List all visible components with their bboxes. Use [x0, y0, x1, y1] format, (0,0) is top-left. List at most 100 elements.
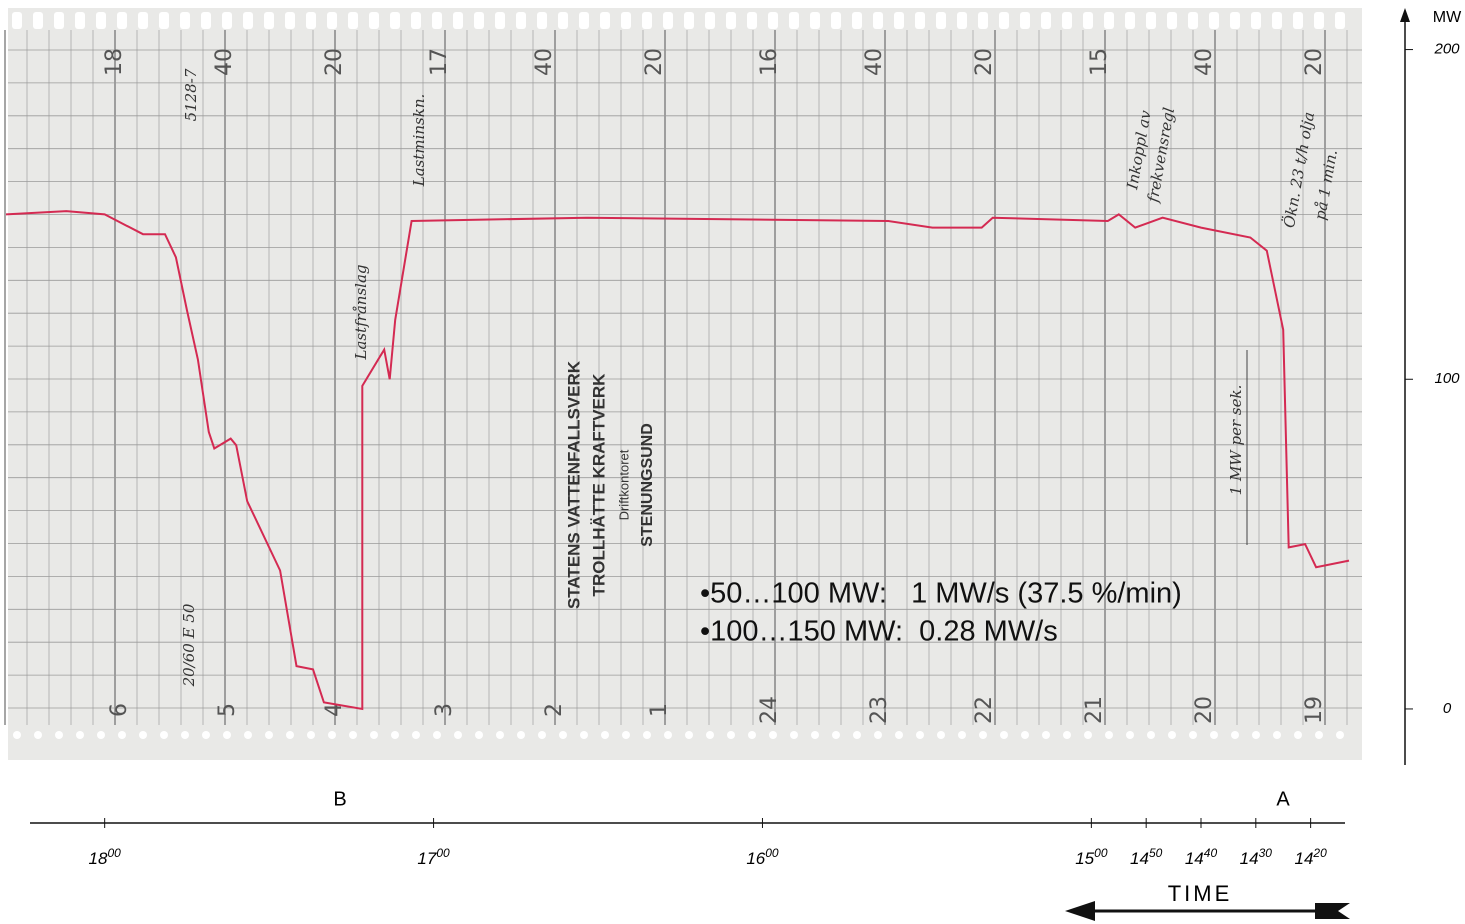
- y-tick-label: 0: [1443, 700, 1452, 717]
- annotation: 1 MW per sek.: [1227, 385, 1245, 496]
- sprocket-hole: [412, 731, 420, 739]
- paper-label: 22: [972, 696, 997, 724]
- sprocket-hole: [684, 12, 694, 29]
- sprocket-hole: [853, 731, 861, 739]
- y-tick-label: 200: [1433, 41, 1460, 58]
- annotation: Lastminskn.: [410, 94, 428, 188]
- x-tick-label: 1800: [89, 846, 122, 868]
- paper-label: 21: [1082, 696, 1107, 724]
- paper-label: 6: [107, 703, 132, 717]
- sprocket-hole: [1314, 12, 1324, 29]
- sprocket-hole: [1083, 12, 1093, 29]
- sprocket-hole: [768, 12, 778, 29]
- sprocket-hole: [832, 731, 840, 739]
- sprocket-hole: [916, 731, 924, 739]
- sprocket-hole: [958, 731, 966, 739]
- sprocket-hole: [1167, 12, 1177, 29]
- annotation: 20/60 E 50: [180, 603, 198, 687]
- sprocket-hole: [286, 731, 294, 739]
- time-arrow-tail: [1315, 903, 1350, 919]
- sprocket-hole: [307, 731, 315, 739]
- sprocket-hole: [726, 12, 736, 29]
- sprocket-hole: [1021, 731, 1029, 739]
- sprocket-hole: [1189, 731, 1197, 739]
- sprocket-hole: [1273, 731, 1281, 739]
- sprocket-hole: [1146, 12, 1156, 29]
- sprocket-hole: [810, 12, 820, 29]
- sprocket-hole: [789, 12, 799, 29]
- x-axis-label: TIME: [1168, 881, 1233, 906]
- sprocket-hole: [76, 731, 84, 739]
- sprocket-hole: [999, 12, 1009, 29]
- sprocket-hole: [118, 731, 126, 739]
- chart: MW TIME 18402017402016402015402065432124…: [0, 0, 1465, 924]
- paper-label: 5: [215, 703, 240, 717]
- sprocket-hole: [1104, 12, 1114, 29]
- stamp-text: TROLLHÄTTE KRAFTVERK: [589, 373, 608, 597]
- sprocket-hole: [1230, 12, 1240, 29]
- sprocket-hole: [873, 12, 883, 29]
- sprocket-hole: [391, 731, 399, 739]
- sprocket-hole: [12, 12, 22, 29]
- sprocket-hole: [139, 731, 147, 739]
- sprocket-hole: [558, 12, 568, 29]
- paper-label: 20: [322, 48, 347, 76]
- paper-label: 40: [862, 48, 887, 76]
- sprocket-hole: [390, 12, 400, 29]
- sprocket-hole: [181, 731, 189, 739]
- y-axis-arrow: [1400, 8, 1410, 22]
- sprocket-hole: [159, 12, 169, 29]
- paper-label: 40: [212, 48, 237, 76]
- sprocket-hole: [1125, 12, 1135, 29]
- sprocket-hole: [538, 731, 546, 739]
- sprocket-hole: [327, 12, 337, 29]
- sprocket-hole: [33, 12, 43, 29]
- sprocket-hole: [895, 731, 903, 739]
- sprocket-hole: [601, 731, 609, 739]
- sprocket-hole: [1335, 12, 1345, 29]
- note: •100…150 MW: 0.28 MW/s: [700, 616, 1058, 648]
- sprocket-hole: [1188, 12, 1198, 29]
- sprocket-hole: [1315, 731, 1323, 739]
- sprocket-hole: [201, 12, 211, 29]
- sprocket-hole: [1293, 12, 1303, 29]
- paper-label: 20: [1192, 696, 1217, 724]
- sprocket-hole: [790, 731, 798, 739]
- sprocket-hole: [957, 12, 967, 29]
- sprocket-hole: [495, 12, 505, 29]
- sprocket-hole: [517, 731, 525, 739]
- sprocket-hole: [55, 731, 63, 739]
- sprocket-hole: [306, 12, 316, 29]
- sprocket-hole: [433, 731, 441, 739]
- annotation: 5128-7: [182, 68, 200, 121]
- paper-label: 20: [642, 48, 667, 76]
- sprocket-hole: [54, 12, 64, 29]
- sprocket-hole: [1126, 731, 1134, 739]
- note: •50…100 MW: 1 MW/s (37.5 %/min): [700, 578, 1182, 610]
- sprocket-hole: [1168, 731, 1176, 739]
- time-arrow-head: [1065, 901, 1095, 921]
- sprocket-hole: [138, 12, 148, 29]
- y-tick-label: 100: [1434, 370, 1460, 387]
- paper-label: 23: [867, 696, 892, 724]
- sprocket-hole: [559, 731, 567, 739]
- sprocket-hole: [223, 731, 231, 739]
- x-tick-label: 1500: [1075, 846, 1108, 868]
- paper-label: 40: [1192, 48, 1217, 76]
- sprocket-hole: [915, 12, 925, 29]
- sprocket-hole: [706, 731, 714, 739]
- sprocket-hole: [1209, 12, 1219, 29]
- paper-label: 24: [757, 696, 782, 724]
- sprocket-hole: [496, 731, 504, 739]
- sprocket-hole: [622, 731, 630, 739]
- y-axis-label: MW: [1433, 9, 1462, 26]
- x-tick-label: 1420: [1294, 846, 1327, 868]
- sprocket-hole: [894, 12, 904, 29]
- sprocket-hole: [243, 12, 253, 29]
- stamp-text: STENUNGSUND: [639, 423, 656, 547]
- sprocket-hole: [222, 12, 232, 29]
- sprocket-hole: [747, 12, 757, 29]
- sprocket-hole: [370, 731, 378, 739]
- sprocket-hole: [1020, 12, 1030, 29]
- sprocket-hole: [831, 12, 841, 29]
